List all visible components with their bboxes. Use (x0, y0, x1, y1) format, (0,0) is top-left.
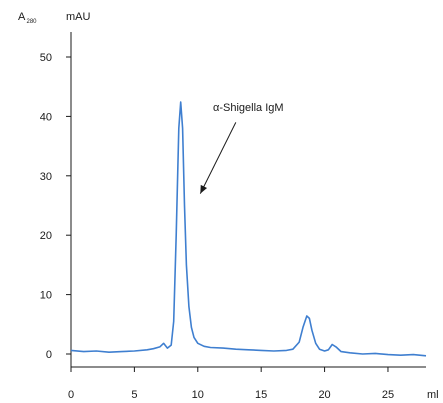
y-axis-label-subscript: 280 (27, 19, 38, 25)
y-ticks: 0 10 20 30 40 50 (40, 52, 71, 361)
x-tick-label: 15 (255, 389, 267, 401)
x-tick-label: 5 (131, 389, 137, 401)
x-ticks: 0 5 10 15 20 25 (68, 367, 394, 401)
y-axis-label: A (18, 11, 26, 23)
y-axis-unit: mAU (66, 11, 91, 23)
y-tick-label: 40 (40, 111, 52, 123)
y-tick-label: 10 (40, 290, 52, 302)
annotation-arrow-line (199, 122, 237, 194)
annotations: α-Shigella IgM (199, 102, 284, 194)
annotation-arrowhead (200, 184, 208, 194)
x-tick-label: 25 (382, 389, 394, 401)
y-tick-label: 20 (40, 230, 52, 242)
y-tick-label: 30 (40, 171, 52, 183)
x-axis-unit: ml (427, 389, 439, 401)
x-tick-label: 10 (192, 389, 204, 401)
y-tick-label: 0 (46, 349, 52, 361)
x-tick-label: 20 (318, 389, 330, 401)
x-tick-label: 0 (68, 389, 74, 401)
annotation-label: α-Shigella IgM (213, 102, 284, 114)
series-trace (70, 101, 427, 357)
y-axis-title: A 280 mAU (18, 11, 91, 25)
y-tick-label: 50 (40, 52, 52, 64)
